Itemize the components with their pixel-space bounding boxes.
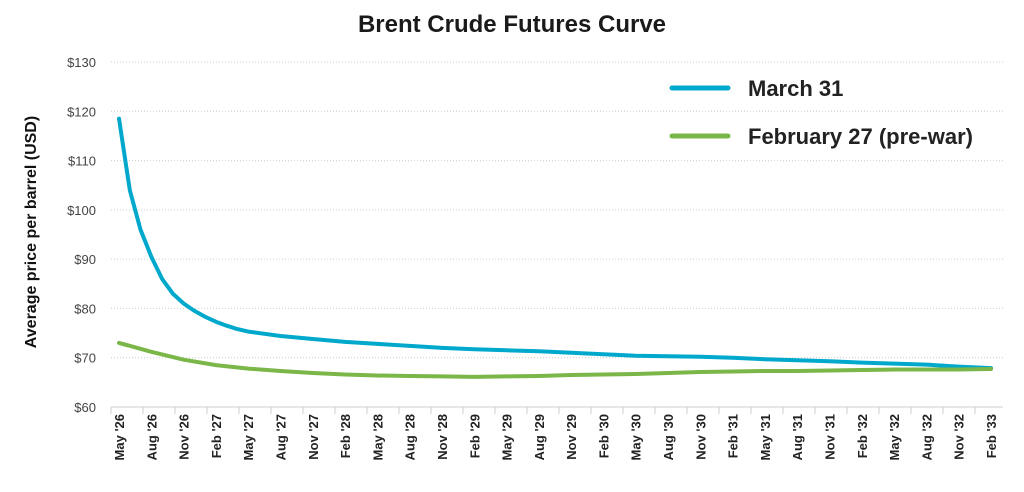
x-tick-label: Aug '29 <box>532 414 547 460</box>
x-tick-label: May '31 <box>758 414 773 460</box>
x-tick-label: Aug '31 <box>790 414 805 460</box>
y-tick-label: $70 <box>74 351 96 366</box>
x-tick-label: Feb '31 <box>726 414 741 458</box>
x-tick-label: Aug '26 <box>144 414 159 460</box>
x-tick-label: Aug '28 <box>403 414 418 460</box>
x-tick-label: Nov '30 <box>693 414 708 460</box>
y-tick-label: $100 <box>67 203 96 218</box>
y-tick-label: $120 <box>67 104 96 119</box>
x-tick-label: May '29 <box>500 414 515 460</box>
x-tick-label: Nov '26 <box>177 414 192 460</box>
y-tick-label: $80 <box>74 301 96 316</box>
x-tick-label: Feb '29 <box>467 414 482 458</box>
x-tick-label: Aug '30 <box>661 414 676 460</box>
x-tick-label: Feb '32 <box>855 414 870 458</box>
x-tick-label: Nov '29 <box>564 414 579 460</box>
x-tick-label: Nov '32 <box>952 414 967 460</box>
y-tick-label: $110 <box>68 154 96 169</box>
y-tick-label: $60 <box>74 400 96 415</box>
x-tick-label: Nov '27 <box>306 414 321 460</box>
x-tick-label: Nov '31 <box>823 414 838 460</box>
x-tick-label: May '32 <box>887 414 902 460</box>
legend-label: March 31 <box>748 76 843 101</box>
y-tick-label: $90 <box>74 252 96 267</box>
series-line-february-27 <box>117 340 993 379</box>
legend-label: February 27 (pre-war) <box>748 124 973 149</box>
x-tick-label: May '28 <box>370 414 385 460</box>
x-tick-label: Feb '33 <box>984 414 999 458</box>
x-tick-label: Feb '27 <box>209 414 224 458</box>
x-tick-label: May '26 <box>112 414 127 460</box>
x-tick-label: Nov '28 <box>435 414 450 460</box>
x-tick-label: May '30 <box>629 414 644 460</box>
y-axis-label: Average price per barrel (USD) <box>23 116 40 348</box>
x-tick-label: Feb '28 <box>338 414 353 458</box>
x-tick-label: Aug '27 <box>273 414 288 460</box>
x-tick-label: Aug '32 <box>919 414 934 460</box>
x-tick-label: Feb '30 <box>596 414 611 458</box>
chart-title: Brent Crude Futures Curve <box>358 11 666 38</box>
x-tick-label: May '27 <box>241 414 256 460</box>
y-tick-label: $130 <box>67 55 96 70</box>
series-line-march-31 <box>117 116 993 371</box>
